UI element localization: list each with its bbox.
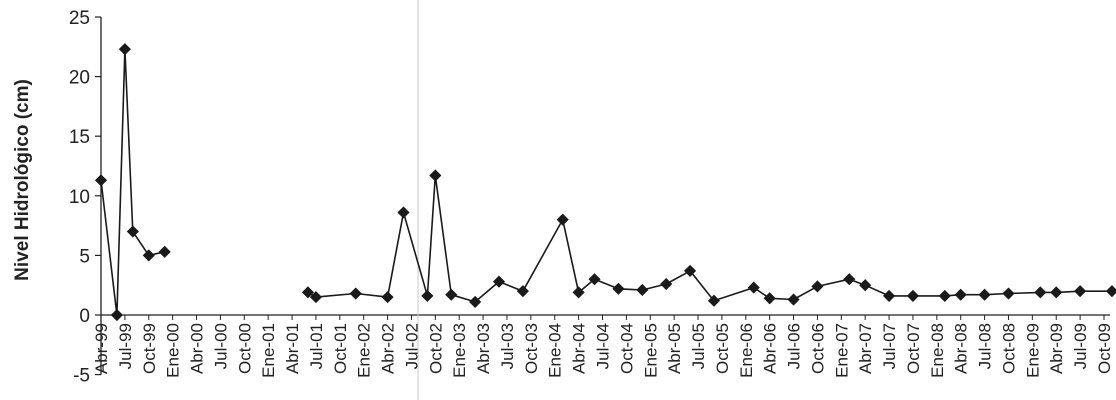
data-point-marker xyxy=(94,174,108,187)
x-tick-label: Jul-05 xyxy=(689,323,708,369)
x-tick-label: Oct-03 xyxy=(522,323,541,374)
x-tick-label: Jul-09 xyxy=(1071,323,1090,369)
x-tick-label: Abr-01 xyxy=(283,323,302,374)
data-point-marker xyxy=(859,279,872,292)
series-line xyxy=(100,48,165,316)
y-axis-title: Nivel Hidrológico (cm) xyxy=(12,79,33,281)
data-point-marker xyxy=(883,289,896,302)
x-tick-label: Oct-99 xyxy=(140,323,159,374)
data-point-marker xyxy=(349,287,362,300)
data-point-marker xyxy=(707,294,721,307)
data-point-marker xyxy=(309,291,322,304)
x-tick-label: Ene-04 xyxy=(546,323,565,378)
data-point-marker xyxy=(588,273,601,286)
data-point-marker xyxy=(843,273,856,286)
x-tick-label: Ene-00 xyxy=(164,323,183,378)
x-tick-label: Jul-00 xyxy=(211,323,230,369)
data-point-marker xyxy=(978,288,991,301)
data-point-marker xyxy=(1105,285,1116,298)
x-tick-label: Abr-02 xyxy=(379,323,398,374)
x-tick-label: Jul-04 xyxy=(594,323,613,369)
y-tick-label: 10 xyxy=(69,187,90,208)
x-tick-label: Jul-03 xyxy=(498,323,517,369)
data-point-marker xyxy=(516,285,529,298)
x-tick-label: Ene-08 xyxy=(928,323,947,378)
data-point-marker xyxy=(811,280,824,293)
y-tick-label: 15 xyxy=(69,127,90,148)
data-point-marker xyxy=(110,308,123,322)
data-point-marker xyxy=(118,43,131,56)
data-point-marker xyxy=(1074,285,1087,298)
x-tick-label: Abr-05 xyxy=(665,323,684,374)
x-tick-label: Ene-07 xyxy=(832,323,851,378)
data-point-marker xyxy=(301,286,315,299)
data-point-marker xyxy=(938,289,951,302)
x-tick-label: Jul-02 xyxy=(402,323,421,369)
data-point-marker xyxy=(906,289,920,302)
data-point-marker xyxy=(660,277,673,291)
data-point-marker xyxy=(126,225,139,238)
data-point-marker xyxy=(469,295,482,308)
data-point-marker xyxy=(787,293,800,306)
y-tick-label: 5 xyxy=(79,246,90,267)
x-tick-label: Oct-02 xyxy=(426,323,445,374)
series-layer xyxy=(94,43,1116,322)
data-point-marker xyxy=(636,283,649,297)
x-tick-label: Oct-07 xyxy=(904,323,923,374)
x-tick-label: Abr-07 xyxy=(856,323,875,374)
x-tick-label: Jul-08 xyxy=(976,323,995,369)
x-tick-label: Ene-05 xyxy=(641,323,660,378)
data-point-marker xyxy=(445,288,458,301)
x-tick-label: Oct-05 xyxy=(713,323,732,374)
data-point-marker xyxy=(421,289,434,302)
data-point-marker xyxy=(429,169,442,182)
x-tick-label: Jul-01 xyxy=(307,323,326,369)
x-tick-label: Ene-06 xyxy=(737,323,756,378)
data-point-marker xyxy=(954,288,967,301)
data-point-marker xyxy=(1034,286,1047,299)
data-point-marker xyxy=(158,245,171,258)
x-tick-label: Abr-03 xyxy=(474,323,493,374)
x-tick-label: Jul-06 xyxy=(785,323,804,369)
x-tick-label: Oct-09 xyxy=(1095,323,1114,374)
data-point-marker xyxy=(683,264,697,277)
x-tick-label: Ene-02 xyxy=(355,323,374,378)
x-tick-label: Oct-01 xyxy=(331,323,350,374)
data-point-marker xyxy=(572,286,585,299)
x-tick-label: Oct-06 xyxy=(808,323,827,374)
x-tick-label: Jul-99 xyxy=(116,323,135,369)
x-tick-label: Abr-99 xyxy=(92,323,111,374)
x-tick-label: Ene-09 xyxy=(1023,323,1042,378)
data-point-marker xyxy=(556,213,569,226)
data-point-marker xyxy=(1050,286,1063,299)
x-tick-label: Jul-07 xyxy=(880,323,899,369)
x-tick-label: Abr-06 xyxy=(761,323,780,374)
data-point-marker xyxy=(492,275,506,288)
x-tick-label: Oct-08 xyxy=(999,323,1018,374)
axes: -5 0 5 10 15 20 25 Abr-99 Jul-99 Oct-99 Ene-00 Abr-… xyxy=(69,0,1114,400)
y-tick-label: 25 xyxy=(69,8,90,29)
x-tick-label: Abr-08 xyxy=(952,323,971,374)
x-tick-label: Abr-00 xyxy=(188,323,207,374)
data-point-marker xyxy=(381,291,394,304)
data-point-marker xyxy=(1002,287,1015,300)
data-point-marker xyxy=(612,282,625,295)
x-tick-label: Abr-04 xyxy=(570,323,589,374)
x-tick-label: Ene-03 xyxy=(450,323,469,378)
y-tick-label: -5 xyxy=(73,366,90,387)
x-tick-label: Oct-04 xyxy=(617,323,636,374)
x-tick-label: Oct-00 xyxy=(235,323,254,374)
x-tick-label: Ene-01 xyxy=(259,323,278,378)
y-tick-label: 0 xyxy=(79,306,90,327)
series-line xyxy=(307,174,1112,303)
data-point-marker xyxy=(397,206,410,219)
x-tick-label: Abr-09 xyxy=(1047,323,1066,374)
data-point-marker xyxy=(747,281,760,294)
data-point-marker xyxy=(763,292,776,305)
data-point-marker xyxy=(142,249,155,262)
y-tick-label: 20 xyxy=(69,68,90,89)
